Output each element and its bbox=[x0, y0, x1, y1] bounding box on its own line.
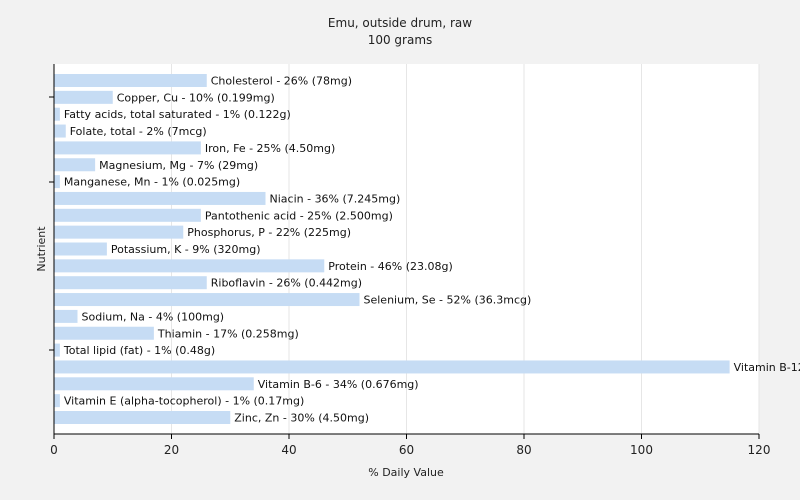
bar bbox=[54, 225, 184, 239]
bar-label: Selenium, Se - 52% (36.3mcg) bbox=[364, 294, 532, 307]
bar bbox=[54, 124, 66, 138]
bar bbox=[54, 208, 201, 222]
bar bbox=[54, 259, 325, 273]
bar-label: Phosphorus, P - 22% (225mg) bbox=[187, 226, 351, 239]
x-ticks: 0 20 40 60 80 100 120 bbox=[50, 434, 770, 457]
bar-label: Total lipid (fat) - 1% (0.48g) bbox=[63, 344, 215, 357]
bar bbox=[54, 191, 266, 205]
bar-label: Cholesterol - 26% (78mg) bbox=[211, 75, 352, 88]
bar-label: Copper, Cu - 10% (0.199mg) bbox=[117, 91, 275, 104]
bar bbox=[54, 360, 730, 374]
x-tick-label: 40 bbox=[281, 443, 296, 457]
x-tick-label: 100 bbox=[630, 443, 653, 457]
bar bbox=[54, 107, 60, 121]
bar-label: Folate, total - 2% (7mcg) bbox=[70, 125, 207, 138]
bar bbox=[54, 343, 60, 357]
chart-title: Emu, outside drum, raw bbox=[328, 16, 472, 30]
bar bbox=[54, 242, 107, 256]
bar-label: Magnesium, Mg - 7% (29mg) bbox=[99, 159, 258, 172]
bar-label: Thiamin - 17% (0.258mg) bbox=[157, 327, 299, 340]
bar bbox=[54, 141, 201, 155]
x-tick-label: 80 bbox=[516, 443, 531, 457]
bar bbox=[54, 309, 78, 323]
bar bbox=[54, 326, 154, 340]
bar-label: Pantothenic acid - 25% (2.500mg) bbox=[205, 209, 393, 222]
bar-label: Iron, Fe - 25% (4.50mg) bbox=[205, 142, 335, 155]
bar-label: Sodium, Na - 4% (100mg) bbox=[82, 310, 225, 323]
bar bbox=[54, 175, 60, 189]
y-axis-title: Nutrient bbox=[35, 226, 48, 272]
bar-label: Protein - 46% (23.08g) bbox=[328, 260, 453, 273]
bars: Cholesterol - 26% (78mg) Copper, Cu - 10%… bbox=[54, 74, 800, 425]
bar-label: Vitamin E (alpha-tocopherol) - 1% (0.17m… bbox=[64, 395, 304, 408]
bar bbox=[54, 74, 207, 87]
bar-label: Vitamin B-6 - 34% (0.676mg) bbox=[258, 378, 419, 391]
bar bbox=[54, 293, 360, 307]
bar bbox=[54, 158, 96, 172]
x-axis-title: % Daily Value bbox=[368, 466, 444, 479]
bar-label: Riboflavin - 26% (0.442mg) bbox=[211, 277, 362, 290]
x-tick-label: 120 bbox=[748, 443, 771, 457]
bar bbox=[54, 90, 113, 104]
bar-label: Potassium, K - 9% (320mg) bbox=[111, 243, 261, 256]
x-tick-label: 20 bbox=[164, 443, 179, 457]
bar bbox=[54, 276, 207, 290]
bar-label: Niacin - 36% (7.245mg) bbox=[270, 192, 401, 205]
x-tick-label: 0 bbox=[50, 443, 58, 457]
bar-label: Zinc, Zn - 30% (4.50mg) bbox=[234, 412, 369, 425]
bar-label: Fatty acids, total saturated - 1% (0.122… bbox=[64, 108, 291, 121]
bar bbox=[54, 394, 60, 408]
x-tick-label: 60 bbox=[399, 443, 414, 457]
bar-label: Manganese, Mn - 1% (0.025mg) bbox=[64, 176, 240, 189]
bar bbox=[54, 411, 231, 424]
bar bbox=[54, 377, 254, 391]
bar-label: Vitamin B-12 - 115% (6.92mcg) bbox=[734, 361, 800, 374]
chart-subtitle: 100 grams bbox=[368, 33, 433, 47]
